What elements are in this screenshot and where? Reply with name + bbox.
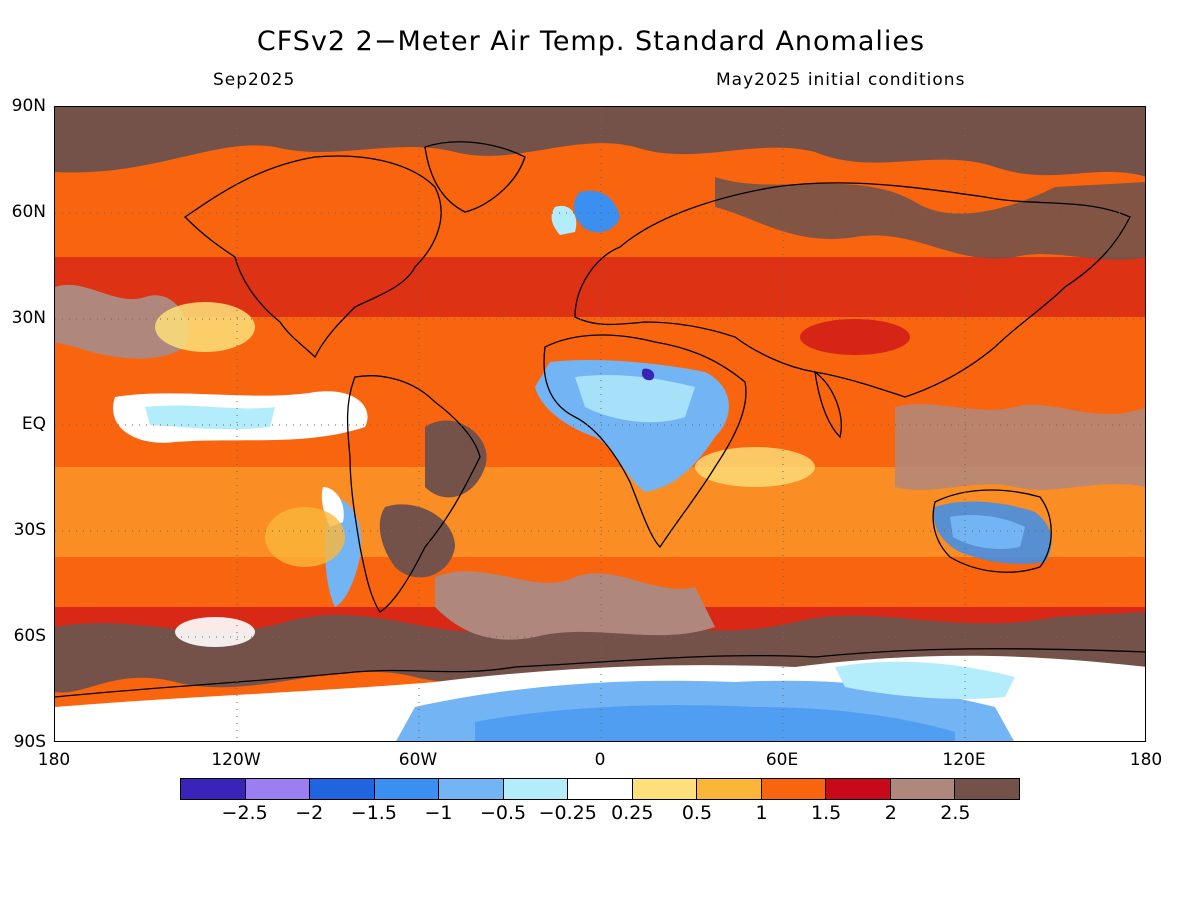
colorbar-tick-label: 1 [755,802,768,824]
anomaly-region [425,420,487,498]
colorbar-tick-label: −0.25 [538,802,597,824]
anomaly-region [435,571,715,640]
colorbar-swatch [697,779,762,799]
anomaly-region [55,107,1145,177]
colorbar-swatch [310,779,375,799]
anomaly-region [551,205,577,235]
valid-month-label: Sep2025 [213,70,296,90]
colorbar-tick-label: −2 [295,802,324,824]
colorbar-swatch [568,779,633,799]
lat-label-30s: 30S [13,520,46,540]
anomaly-region [145,405,275,430]
anomaly-region [695,447,815,487]
colorbar-tick-label: 0.25 [611,802,654,824]
coastlines [55,141,1145,698]
colorbar-swatch [503,779,569,799]
colorbar-tick-label: −1.5 [350,802,397,824]
anomaly-region [155,302,255,352]
colorbar-tick-label: −0.5 [479,802,527,824]
anomaly-region [475,705,955,741]
lon-label-120w: 120W [211,750,261,770]
colorbar-swatch [374,779,440,799]
colorbar-swatch [890,779,956,799]
anomaly-region [895,404,1145,490]
colorbar-swatch [439,779,504,799]
anomaly-map [54,106,1146,742]
colorbar-swatch [955,779,1019,799]
colorbar [180,778,1020,800]
colorbar-swatch [245,779,311,799]
lat-label-90s: 90S [13,732,46,752]
lon-label-60e: 60E [765,750,799,770]
anomaly-region [950,515,1025,549]
lon-label-180w: 180 [37,750,71,770]
lat-label-eq: EQ [21,414,46,434]
lat-label-90n: 90N [11,96,46,116]
lat-label-30n: 30N [11,308,46,328]
colorbar-tick-label: −2.5 [221,802,268,824]
init-conditions-label: May2025 initial conditions [716,70,966,90]
anomaly-region [715,177,1145,260]
anomaly-field [55,107,1145,741]
graticule [55,107,1145,741]
anomaly-region [835,661,1015,699]
colorbar-tick-label: 0.5 [681,802,713,824]
anomaly-region [800,319,910,355]
colorbar-swatch [632,779,698,799]
anomaly-band [55,257,1145,317]
colorbar-tick-label: 2.5 [940,802,971,824]
colorbar-swatch [181,779,246,799]
lon-label-0: 0 [594,750,606,770]
colorbar-tick-label: 1.5 [811,802,842,824]
colorbar-tick-label: −1 [424,802,453,824]
anomaly-region [573,190,620,233]
anomaly-region [641,368,655,381]
lon-label-120e: 120E [942,750,986,770]
lon-label-180e: 180 [1129,750,1163,770]
chart-title: CFSv2 2−Meter Air Temp. Standard Anomali… [256,26,926,57]
anomaly-region [55,284,188,359]
lat-label-60s: 60S [13,626,46,646]
anomaly-region [379,504,455,578]
colorbar-swatch [761,779,827,799]
lon-label-60w: 60W [398,750,438,770]
colorbar-swatch [826,779,891,799]
anomaly-region [265,507,345,567]
anomaly-region [175,617,255,647]
lat-label-60n: 60N [11,202,46,222]
colorbar-tick-label: 2 [884,802,897,824]
anomaly-region [575,375,695,423]
